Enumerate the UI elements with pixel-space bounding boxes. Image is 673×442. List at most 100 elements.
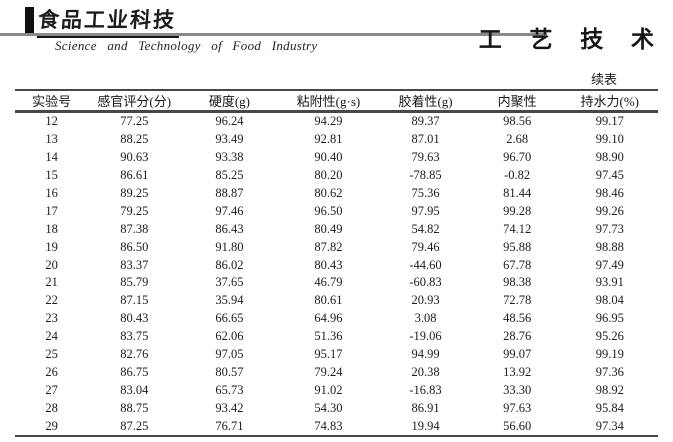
value-cell: 13.92	[503, 364, 532, 379]
value-cell: 93.38	[215, 150, 244, 165]
value-cell: 95.26	[595, 329, 624, 344]
value-cell: 98.92	[595, 382, 624, 397]
value-cell: 89.37	[411, 114, 440, 129]
experiment-number-cell: 12	[45, 114, 58, 129]
results-table-header: 实验号 感官评分(分) 硬度(g) 粘附性(g·s) 胶着性(g) 内聚性 持水力(%)	[15, 90, 658, 112]
value-cell: 88.25	[120, 132, 149, 147]
value-cell: 74.12	[503, 221, 532, 236]
value-cell: 64.96	[314, 311, 343, 326]
experiment-number-cell: 18	[45, 221, 58, 236]
value-cell: 86.43	[215, 221, 244, 236]
value-cell: -78.85	[409, 168, 442, 183]
experiment-number-cell: 15	[45, 168, 58, 183]
table-continued-label: 续表	[590, 72, 617, 87]
value-cell: 79.46	[411, 239, 440, 254]
results-table: 实验号 感官评分(分) 硬度(g) 粘附性(g·s) 胶着性(g) 内聚性 持水力(%) 1…	[15, 89, 658, 438]
value-cell: 80.57	[215, 364, 244, 379]
value-cell: 85.79	[120, 275, 149, 290]
value-cell: 99.07	[503, 347, 532, 362]
value-cell: 99.10	[595, 132, 624, 147]
value-cell: 2.68	[506, 132, 529, 147]
value-cell: 80.43	[314, 257, 343, 272]
value-cell: 87.82	[314, 239, 343, 254]
value-cell: 88.75	[120, 400, 149, 415]
value-cell: 79.63	[411, 150, 440, 165]
value-cell: 37.65	[215, 275, 244, 290]
value-cell: 91.80	[215, 239, 244, 254]
value-cell: 98.46	[595, 186, 624, 200]
experiment-number-cell: 23	[45, 311, 58, 326]
experiment-number-cell: 26	[45, 364, 58, 379]
value-cell: 80.49	[314, 221, 343, 236]
value-cell: 62.06	[215, 329, 244, 344]
value-cell: 80.43	[120, 311, 149, 326]
value-cell: 87.25	[120, 418, 149, 433]
value-cell: 87.38	[120, 221, 149, 236]
column-header: 实验号	[32, 94, 72, 109]
value-cell: 93.91	[595, 275, 624, 290]
value-cell: 82.76	[120, 347, 149, 362]
value-cell: 93.49	[215, 132, 244, 147]
value-cell: 3.08	[414, 311, 437, 326]
value-cell: 93.42	[215, 400, 244, 415]
value-cell: -44.60	[409, 257, 442, 272]
section-title: 工 艺 技 术	[478, 27, 665, 52]
journal-title-english: Science and Technology of Food Industry	[55, 38, 318, 53]
table-row: 18 87.38 86.43 80.49 54.82 74.12 97.73	[15, 220, 658, 238]
value-cell: 28.76	[503, 329, 532, 344]
column-header: 感官评分(分)	[97, 94, 172, 109]
experiment-number-cell: 14	[45, 150, 58, 165]
value-cell: 74.83	[314, 418, 343, 433]
value-cell: 66.65	[215, 311, 244, 326]
value-cell: 98.04	[595, 293, 624, 308]
experiment-number-cell: 21	[45, 275, 58, 290]
value-cell: 86.61	[120, 168, 149, 183]
value-cell: 96.95	[595, 311, 624, 326]
column-header: 胶着性(g)	[398, 94, 453, 109]
value-cell: 97.36	[595, 364, 624, 379]
table-row: 20 83.37 86.02 80.43 -44.60 67.78 97.49	[15, 256, 658, 274]
value-cell: 97.95	[411, 203, 440, 218]
value-cell: 98.56	[503, 114, 532, 129]
header-row: 实验号 感官评分(分) 硬度(g) 粘附性(g·s) 胶着性(g) 内聚性 持水力(%)	[15, 90, 658, 112]
value-cell: 90.63	[120, 150, 149, 165]
results-table-body: 12 77.25 96.24 94.29 89.37 98.56 99.17 13 88.25 9…	[15, 112, 658, 437]
value-cell: 99.17	[595, 114, 624, 129]
value-cell: 86.91	[411, 400, 440, 415]
value-cell: 79.25	[120, 203, 149, 218]
value-cell: -60.83	[409, 275, 442, 290]
value-cell: 79.24	[314, 364, 343, 379]
value-cell: 92.81	[314, 132, 343, 147]
value-cell: 86.75	[120, 364, 149, 379]
value-cell: 54.82	[411, 221, 440, 236]
value-cell: 35.94	[215, 293, 244, 308]
value-cell: -16.83	[409, 382, 442, 397]
experiment-number-cell: 29	[45, 418, 58, 433]
value-cell: 56.60	[503, 418, 532, 433]
value-cell: 90.40	[314, 150, 343, 165]
column-header: 硬度(g)	[208, 94, 250, 109]
value-cell: 99.19	[595, 347, 624, 362]
experiment-number-cell: 27	[45, 382, 58, 397]
table-row: 17 79.25 97.46 96.50 97.95 99.28 99.26	[15, 202, 658, 220]
table-row: 13 88.25 93.49 92.81 87.01 2.68 99.10	[15, 131, 658, 149]
journal-logo-mark	[25, 7, 34, 35]
experiment-number-cell: 13	[45, 132, 58, 147]
value-cell: 48.56	[503, 311, 532, 326]
table-row: 12 77.25 96.24 94.29 89.37 98.56 99.17	[15, 112, 658, 131]
experiment-number-cell: 20	[45, 257, 58, 272]
table-row: 27 83.04 65.73 91.02 -16.83 33.30 98.92	[15, 381, 658, 399]
value-cell: 86.02	[215, 257, 244, 272]
masthead-divider-rule	[0, 33, 547, 36]
value-cell: 72.78	[503, 293, 532, 308]
table-row: 21 85.79 37.65 46.79 -60.83 98.38 93.91	[15, 274, 658, 292]
table-row: 23 80.43 66.65 64.96 3.08 48.56 96.95	[15, 310, 658, 328]
table-row: 26 86.75 80.57 79.24 20.38 13.92 97.36	[15, 363, 658, 381]
experiment-number-cell: 17	[45, 203, 58, 218]
value-cell: 83.04	[120, 382, 149, 397]
value-cell: 95.17	[314, 347, 343, 362]
table-row: 19 86.50 91.80 87.82 79.46 95.88 98.88	[15, 238, 658, 256]
value-cell: 46.79	[314, 275, 343, 290]
column-header: 持水力(%)	[580, 94, 640, 109]
table-row: 28 88.75 93.42 54.30 86.91 97.63 95.84	[15, 399, 658, 417]
